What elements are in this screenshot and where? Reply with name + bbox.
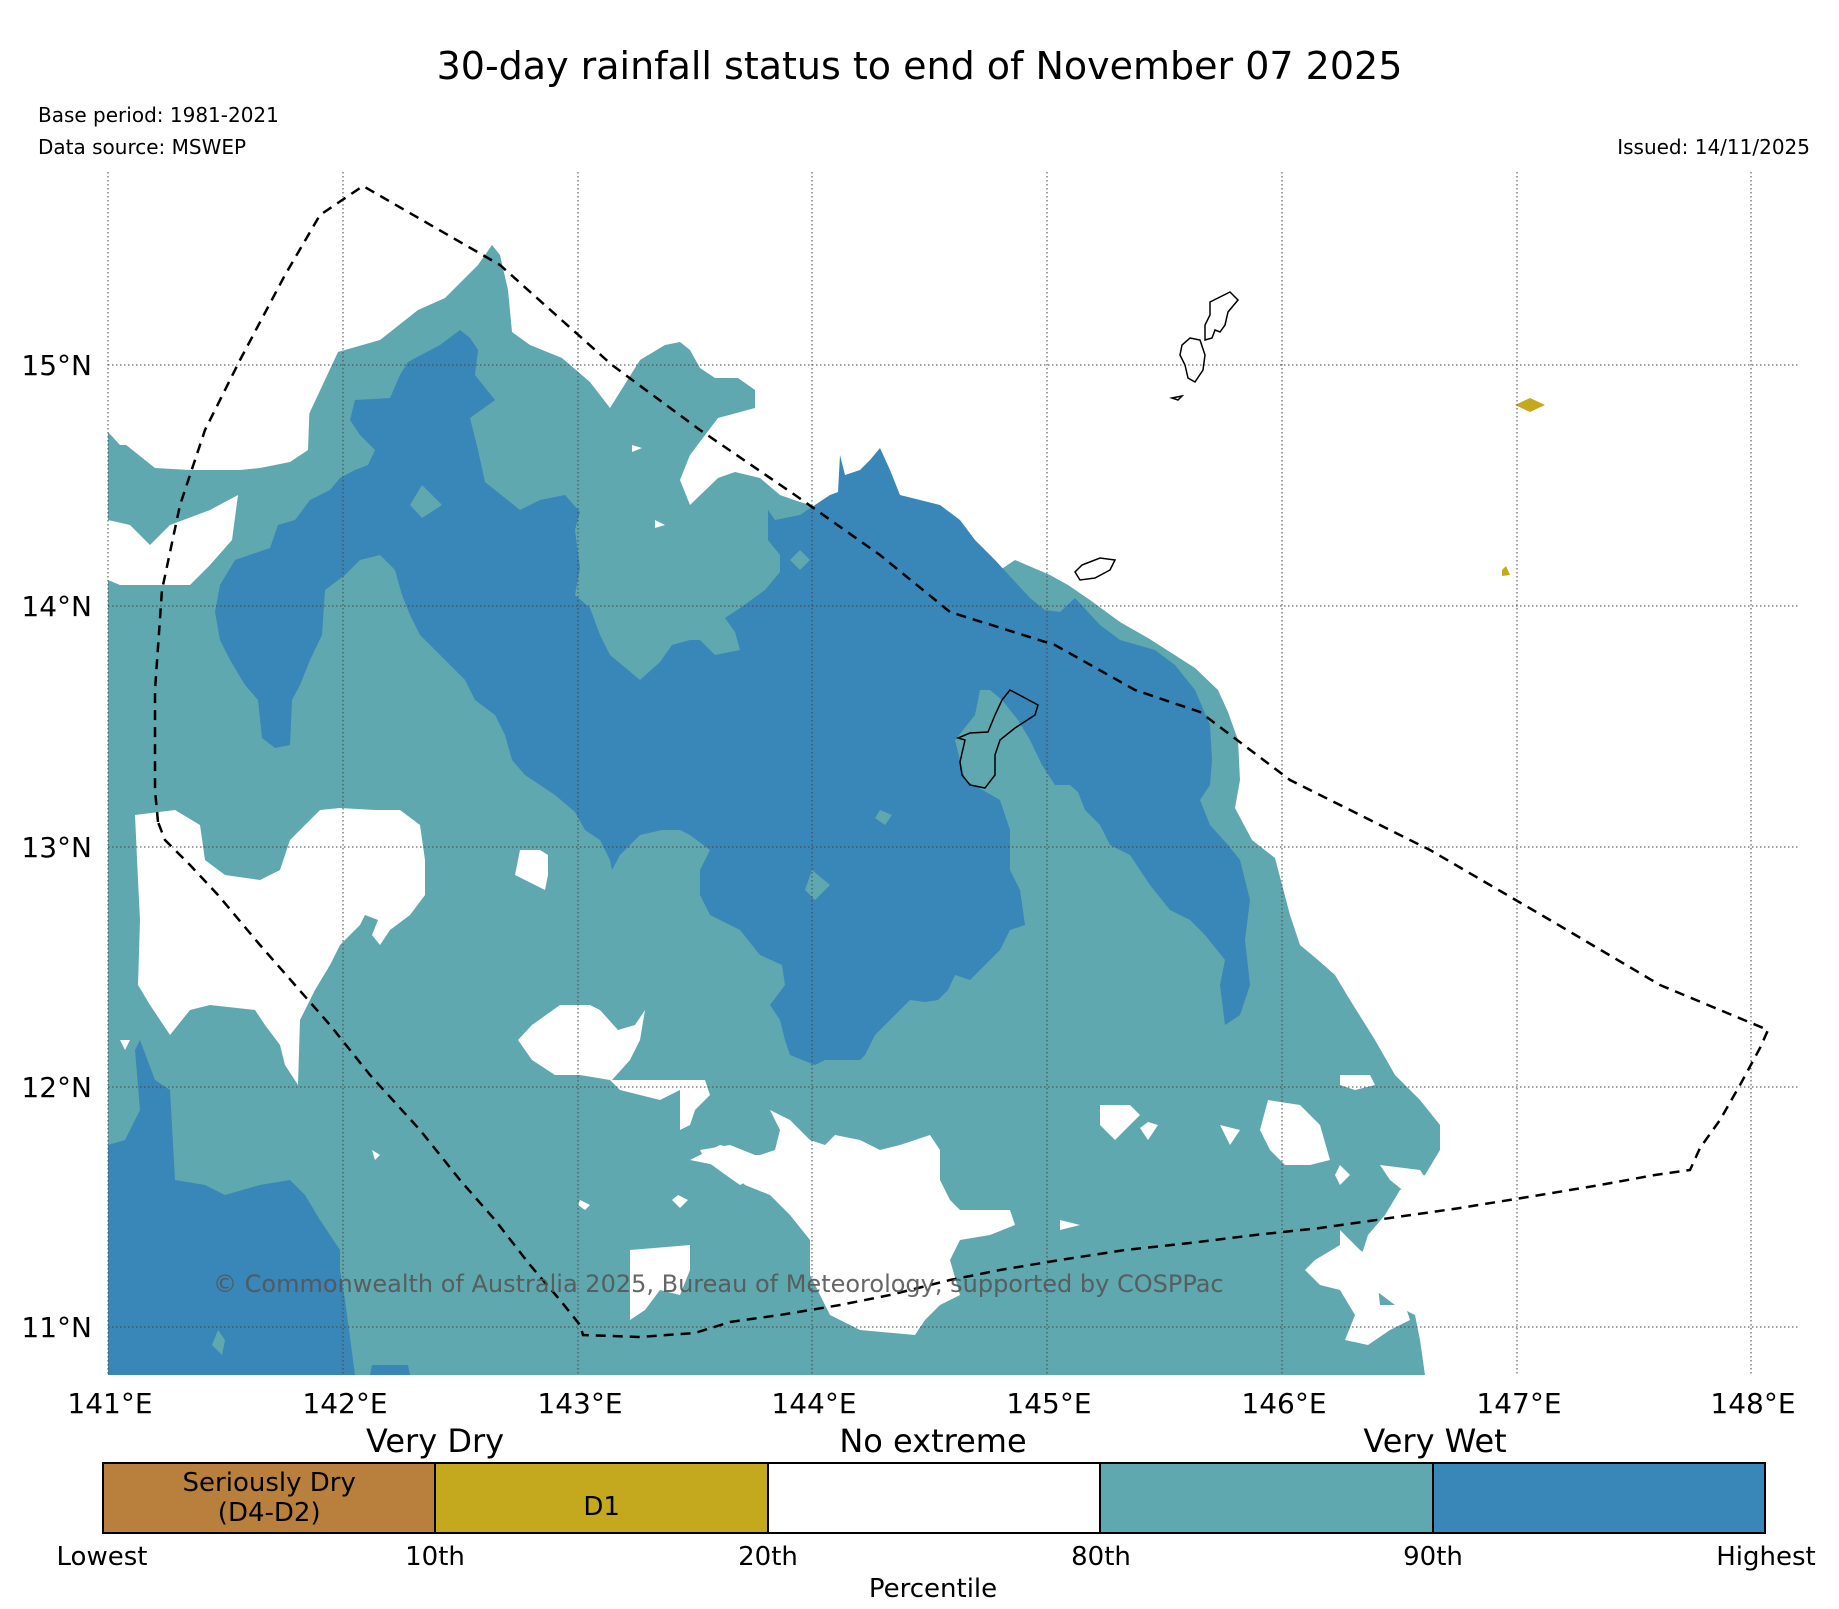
lon-label: 141°E — [67, 1387, 152, 1420]
map-title: 30-day rainfall status to end of Novembe… — [436, 44, 1403, 88]
saipan-outline — [1204, 291, 1240, 341]
lat-axis-labels: 15°N 14°N 13°N 12°N 11°N — [21, 349, 92, 1344]
issued-date: Issued: 14/11/2025 — [1617, 135, 1810, 159]
aguijan-outline — [1169, 394, 1185, 401]
lat-label: 14°N — [21, 590, 92, 623]
legend-seriously-dry-label: Seriously Dry (D4-D2) — [182, 1468, 356, 1528]
region-no-extreme — [108, 300, 1430, 1345]
legend-heading-very-wet: Very Wet — [1363, 1422, 1507, 1460]
legend-80th-90th — [1101, 1464, 1434, 1532]
legend-axis-label: Percentile — [868, 1574, 998, 1604]
legend-tick: 10th — [405, 1542, 465, 1572]
legend-heading-no-extreme: No extreme — [839, 1422, 1027, 1460]
legend-colorbar: Seriously Dry (D4-D2) D1 — [102, 1462, 1766, 1534]
copyright-notice: © Commonwealth of Australia 2025, Bureau… — [213, 1270, 1224, 1298]
lat-label: 11°N — [21, 1311, 92, 1344]
guam-outline — [955, 689, 1039, 789]
region-d1 — [1502, 398, 1545, 576]
legend-tick: Lowest — [56, 1542, 148, 1572]
data-source: Data source: MSWEP — [38, 135, 247, 159]
map-area — [108, 245, 1545, 1375]
lon-label: 145°E — [1006, 1387, 1091, 1420]
rota-outline — [1074, 557, 1117, 581]
legend-heading-very-dry: Very Dry — [365, 1422, 505, 1460]
legend-tick: 80th — [1071, 1542, 1131, 1572]
lon-label: 143°E — [537, 1387, 622, 1420]
base-period: Base period: 1981-2021 — [38, 103, 279, 127]
lon-axis-labels: 141°E 142°E 143°E 144°E 145°E 146°E 147°… — [67, 1387, 1795, 1420]
legend-90th-highest — [1433, 1464, 1765, 1532]
legend-d1-label: D1 — [583, 1492, 620, 1522]
lon-label: 146°E — [1241, 1387, 1326, 1420]
lat-label: 13°N — [21, 831, 92, 864]
lon-label: 144°E — [771, 1387, 856, 1420]
lat-label: 12°N — [21, 1071, 92, 1104]
lat-label: 15°N — [21, 349, 92, 382]
lon-label: 148°E — [1710, 1387, 1795, 1420]
legend-tick: Highest — [1716, 1542, 1816, 1572]
region-above-90th — [108, 330, 1250, 1375]
legend-tick: 20th — [738, 1542, 798, 1572]
eez-boundary — [153, 184, 1770, 1339]
legend-seriously-dry: Seriously Dry (D4-D2) — [104, 1464, 437, 1532]
legend-tick: 90th — [1403, 1542, 1463, 1572]
tinian-outline — [1179, 337, 1206, 383]
lon-label: 142°E — [302, 1387, 387, 1420]
lon-label: 147°E — [1476, 1387, 1561, 1420]
region-above-80th-holes — [212, 485, 1294, 1355]
island-outlines — [955, 291, 1240, 789]
legend-d1: D1 — [436, 1464, 769, 1532]
legend-no-extreme — [768, 1464, 1102, 1532]
